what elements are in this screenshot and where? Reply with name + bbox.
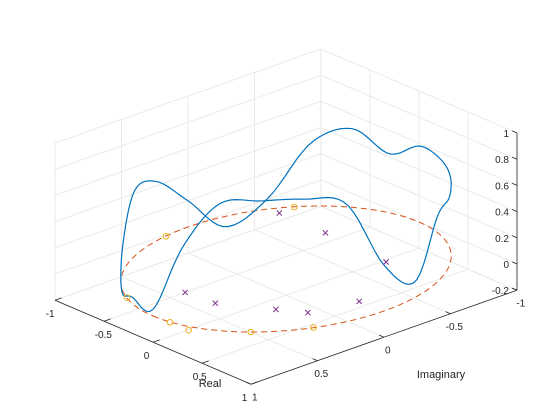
floor-grid-line <box>103 226 371 322</box>
x-tick-label: -0.5 <box>446 322 464 333</box>
text-layer: Real Imaginary -1 -0.5 0 0.5 1 -1 -0.5 0 0.5 1 -0.… <box>46 129 526 404</box>
pole-marker <box>322 229 329 236</box>
wall-grid-line <box>54 205 322 301</box>
y-tick-label: -1 <box>46 309 55 320</box>
z-tick-label: 1 <box>503 129 509 140</box>
x-tick-mark <box>312 358 318 362</box>
zero-marker <box>247 328 255 336</box>
z-tick-mark <box>511 235 518 239</box>
axes-layer <box>54 130 518 385</box>
z-tick-label: 0.2 <box>495 234 509 245</box>
x-tick-mark <box>445 311 451 315</box>
wall-grid-line <box>320 179 518 265</box>
y-tick-mark <box>54 297 62 301</box>
floor-grid-line <box>152 247 420 343</box>
z-tick-mark <box>511 287 518 291</box>
z-tick-mark <box>511 209 518 212</box>
x-tick-label: -1 <box>516 298 525 309</box>
z-tick-mark <box>511 261 518 265</box>
zero-marker <box>291 203 298 211</box>
wall-grid-line <box>320 74 518 160</box>
zero-marker <box>166 319 174 326</box>
z-tick-label: -0.2 <box>492 286 510 297</box>
x-tick-label: 0 <box>385 345 391 356</box>
x-tick-mark <box>245 381 252 385</box>
y-axis-label: Imaginary <box>417 369 466 381</box>
wall-grid-line <box>54 127 322 222</box>
wall-grid-line <box>320 48 518 134</box>
wall-grid-line <box>320 153 518 239</box>
response-line <box>120 127 452 313</box>
z-tick-mark <box>511 182 518 186</box>
floor-grid-line <box>201 268 469 364</box>
zero-marker <box>185 326 192 334</box>
y-tick-label: 0 <box>144 351 150 362</box>
z-tick-label: 0.6 <box>495 181 509 192</box>
data-layer <box>120 127 452 336</box>
pole-marker <box>276 210 283 217</box>
z-tick-label: 0.4 <box>495 208 509 219</box>
wall-grid-line <box>54 74 322 170</box>
y-tick-label: 0.5 <box>193 372 207 383</box>
zero-marker <box>310 324 317 331</box>
x-tick-label: 1 <box>252 392 258 403</box>
pole-marker <box>304 309 311 316</box>
zero-marker <box>162 233 170 240</box>
grid-layer <box>54 48 518 385</box>
pole-marker <box>383 259 390 265</box>
pole-marker <box>272 306 279 313</box>
y-tick-mark <box>103 318 111 322</box>
pole-marker <box>212 300 219 307</box>
zero-marker <box>123 294 131 301</box>
y-tick-mark <box>152 339 160 343</box>
y-tick-mark <box>201 360 209 364</box>
z-tick-label: 0 <box>503 260 509 271</box>
wall-grid-line <box>54 48 322 144</box>
x-axis-label: Real <box>199 378 222 390</box>
pole-marker <box>182 289 189 296</box>
z-tick-label: 0.8 <box>495 155 509 166</box>
x-tick-label: 0.5 <box>314 369 328 380</box>
y-tick-label: 1 <box>242 393 248 404</box>
x-tick-mark <box>378 334 385 338</box>
z-tick-mark <box>511 130 518 134</box>
z-tick-mark <box>511 156 518 160</box>
wall-grid-line <box>320 127 518 212</box>
y-tick-mark <box>250 381 258 385</box>
wall-grid-line <box>320 101 518 186</box>
unit-circle-line <box>120 205 452 333</box>
wall-grid-line <box>320 205 518 291</box>
y-tick-label: -0.5 <box>95 330 113 341</box>
wall-grid-line <box>54 101 322 196</box>
pole-marker <box>356 298 363 305</box>
